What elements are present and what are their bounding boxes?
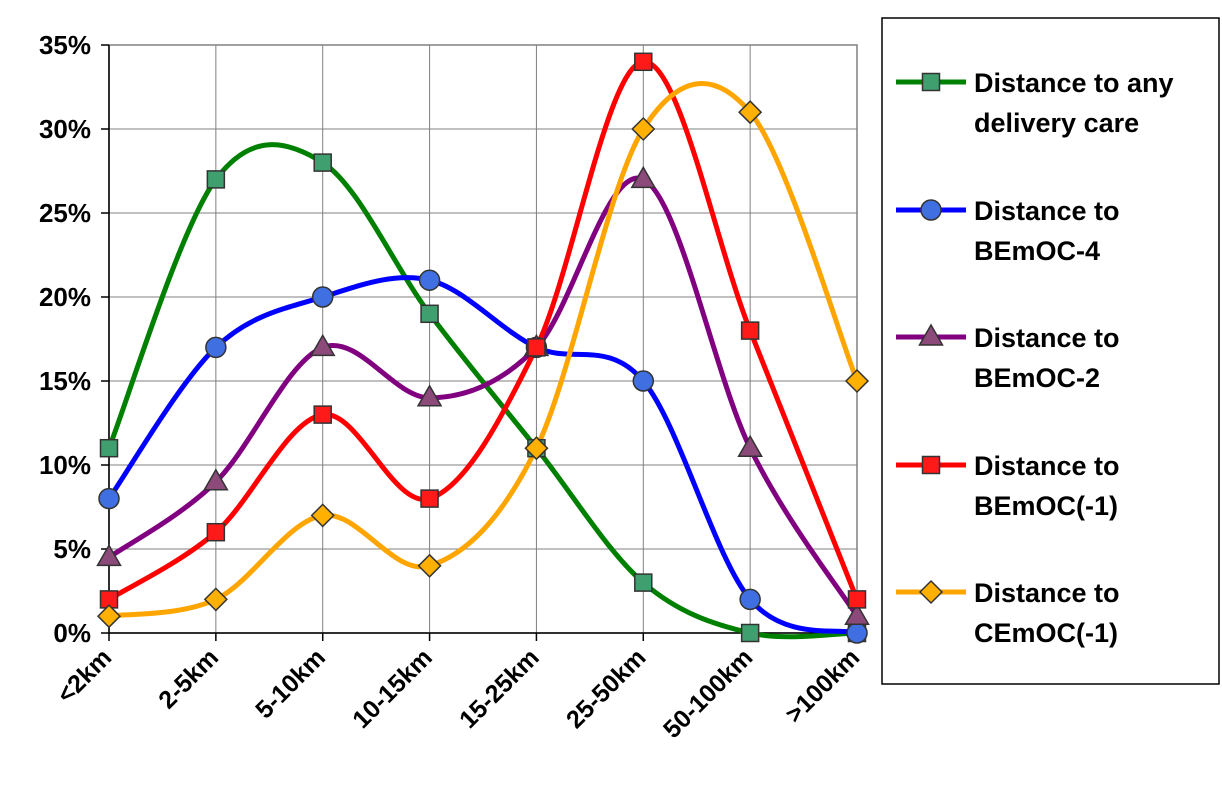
- plot-frame: [108, 44, 858, 634]
- legend-label: CEmOC(-1): [974, 618, 1118, 648]
- data-point: [847, 590, 867, 609]
- data-point: [844, 602, 870, 625]
- data-point: [527, 338, 546, 357]
- data-point: [740, 623, 760, 643]
- data-point: [738, 100, 763, 125]
- data-point: [206, 170, 226, 189]
- x-tick-label: 15-25km: [454, 643, 545, 734]
- data-point: [418, 269, 441, 291]
- data-point: [417, 553, 442, 578]
- data-point: [313, 405, 332, 424]
- data-point: [313, 153, 332, 172]
- y-tick-label: 30%: [39, 114, 91, 144]
- legend-swatch-marker: [921, 455, 941, 475]
- series-layer: [96, 52, 870, 644]
- data-point: [737, 434, 763, 457]
- data-point: [740, 321, 760, 340]
- data-point: [98, 487, 120, 510]
- legend-item: Distance to BEmOC-2: [896, 323, 1120, 393]
- y-tick-label: 25%: [39, 198, 91, 228]
- legend-label: Distance to: [974, 578, 1120, 608]
- legend-label: BEmOC-2: [974, 363, 1100, 393]
- data-point: [311, 286, 334, 308]
- legend-label: BEmOC-4: [974, 236, 1100, 266]
- x-tick-label: >100km: [780, 643, 865, 728]
- data-point: [630, 165, 657, 189]
- data-point: [846, 622, 868, 644]
- data-point: [206, 522, 226, 542]
- x-tick-label: 10-15km: [347, 643, 438, 734]
- legend-swatch-marker: [918, 579, 944, 605]
- data-point: [420, 489, 439, 508]
- data-point: [96, 604, 122, 629]
- data-point: [203, 587, 228, 612]
- data-point: [96, 543, 122, 567]
- y-tick-label: 20%: [39, 282, 91, 312]
- legend-item: Distance to any delivery care: [896, 68, 1174, 138]
- data-point: [310, 503, 335, 528]
- data-point: [309, 333, 336, 357]
- data-point: [524, 436, 549, 461]
- legend-box: [881, 17, 1220, 685]
- legend-label: Distance to: [974, 323, 1120, 353]
- y-tick-label: 10%: [39, 450, 91, 480]
- data-point: [634, 573, 653, 592]
- legend-swatch-marker: [921, 72, 941, 92]
- x-tick-label: 25-50km: [561, 643, 652, 734]
- y-tick-label: 35%: [39, 30, 91, 60]
- data-point: [631, 116, 656, 142]
- legend-item: Distance to BEmOC-4: [896, 196, 1120, 266]
- legend-label: Distance to: [974, 196, 1120, 226]
- series-4-markers: [99, 52, 867, 609]
- y-tick-label: 0%: [53, 618, 91, 648]
- y-tick-label: 5%: [53, 534, 91, 564]
- data-point: [99, 438, 119, 458]
- data-point: [203, 468, 229, 491]
- x-tick-label: 50-100km: [658, 643, 758, 743]
- legend-item: Distance to CEmOC(-1): [896, 578, 1120, 648]
- y-tick-label: 15%: [39, 366, 91, 396]
- x-tick-label: 2-5km: [153, 643, 224, 714]
- legend-label: Distance to: [974, 451, 1120, 481]
- data-point: [632, 370, 655, 392]
- legend-label: delivery care: [974, 108, 1139, 138]
- data-point: [416, 384, 443, 407]
- legend-swatch-marker: [920, 199, 942, 221]
- series-5-markers: [96, 100, 870, 629]
- x-tick-label: <2km: [52, 643, 118, 709]
- legend: Distance to any delivery care Distance to B…: [881, 17, 1220, 685]
- data-point: [634, 52, 653, 72]
- data-point: [844, 368, 870, 394]
- data-point: [205, 336, 227, 359]
- legend-label: BEmOC(-1): [974, 491, 1118, 521]
- plot-area: [108, 44, 858, 634]
- legend-item: Distance to BEmOC(-1): [896, 451, 1120, 521]
- x-tick-label: 5-10km: [250, 643, 331, 724]
- legend-swatch-marker: [918, 323, 944, 346]
- legend-label: Distance to any: [974, 68, 1174, 98]
- data-point: [739, 588, 761, 611]
- data-point: [420, 304, 439, 324]
